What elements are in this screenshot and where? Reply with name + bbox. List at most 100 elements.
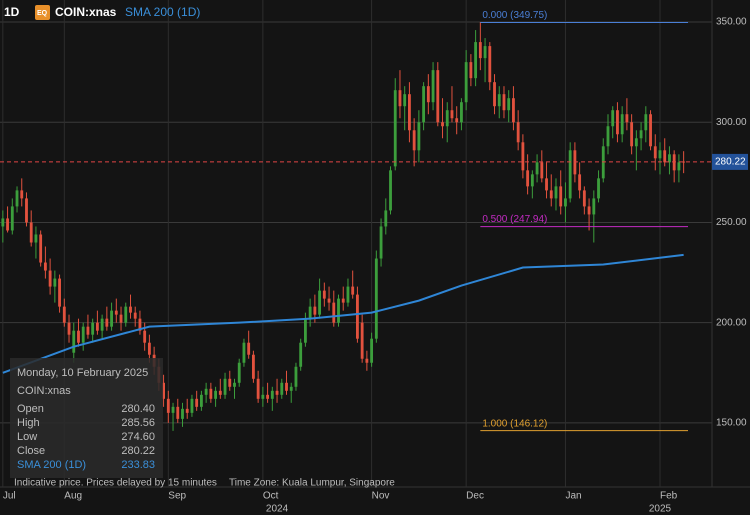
tooltip-symbol: COIN:xnas <box>17 385 71 397</box>
candle-body <box>582 190 586 207</box>
candle-body <box>195 398 199 407</box>
y-tick-label: 250.00 <box>716 217 747 228</box>
candle-body <box>512 98 515 123</box>
x-tick-label: Jul <box>3 491 16 502</box>
candle-body <box>554 186 558 199</box>
candle-body <box>303 318 307 343</box>
candle-body <box>218 390 222 395</box>
candle-body <box>209 388 213 399</box>
candle-body <box>663 150 667 163</box>
candle-body <box>143 330 147 343</box>
candle-body <box>441 122 444 127</box>
candle-body <box>199 394 203 407</box>
candle-body <box>270 390 274 399</box>
candle-body <box>639 130 643 139</box>
candle-body <box>464 62 468 103</box>
tooltip-date: Monday, 10 February 2025 <box>17 367 148 379</box>
x-tick-label: Feb <box>660 491 678 502</box>
tooltip-row-label: High <box>17 417 40 429</box>
x-tick-label: Sep <box>168 491 186 502</box>
candle-body <box>266 394 270 399</box>
candle-body <box>564 198 567 207</box>
x-tick-label: Aug <box>64 491 82 502</box>
candle-body <box>77 330 80 343</box>
candle-body <box>408 94 411 131</box>
candle-body <box>242 342 246 363</box>
interval: 1D <box>4 5 20 19</box>
candle-body <box>625 114 629 123</box>
candle-body <box>521 142 525 171</box>
x-tick-label: Nov <box>372 491 390 502</box>
candle-body <box>91 322 95 335</box>
candle-body <box>606 126 610 147</box>
candle-body <box>181 408 184 419</box>
candle-body <box>668 154 671 163</box>
candle-body <box>62 306 66 323</box>
candle-body <box>124 306 128 323</box>
candle-body <box>620 114 624 135</box>
candle-body <box>322 290 326 299</box>
candle-body <box>578 174 582 191</box>
candle-body <box>587 206 591 215</box>
last-price-label: 280.22 <box>715 157 746 168</box>
candle-body <box>280 382 284 395</box>
candle-body <box>299 342 303 367</box>
candle-body <box>176 406 180 419</box>
candle-body <box>53 278 57 287</box>
candle-body <box>474 42 478 79</box>
candle-body <box>138 318 142 331</box>
candle-body <box>95 322 99 331</box>
candle-body <box>630 122 634 147</box>
badge-bg <box>35 5 50 20</box>
tooltip-row-value: 285.56 <box>121 417 155 429</box>
candle-body <box>488 46 492 83</box>
x-tick-label: Dec <box>466 491 484 502</box>
candle-body <box>251 354 255 379</box>
candle-body <box>351 286 355 295</box>
candle-body <box>393 90 397 167</box>
candle-body <box>460 102 463 123</box>
candle-body <box>658 150 662 159</box>
candle-body <box>337 298 340 323</box>
candle-body <box>417 122 421 151</box>
year-label: 2024 <box>266 504 289 515</box>
candle-body <box>422 86 426 123</box>
candle-body <box>379 226 383 259</box>
candle-body <box>58 278 61 307</box>
candle-body <box>313 306 317 315</box>
symbol: COIN:xnas <box>55 5 117 19</box>
candle-body <box>497 94 501 107</box>
candle-body <box>507 98 511 111</box>
candle-body <box>332 302 336 323</box>
y-tick-label: 150.00 <box>716 418 747 429</box>
candle-body <box>190 398 194 413</box>
footer-timezone: Time Zone: Kuala Lumpur, Singapore <box>229 478 395 489</box>
candle-body <box>261 394 265 399</box>
candle-body <box>129 306 132 313</box>
candle-body <box>346 286 350 303</box>
candle-body <box>10 206 14 231</box>
candle-body <box>119 314 123 323</box>
candle-body <box>412 130 416 151</box>
tooltip-row-value: 274.60 <box>121 431 155 443</box>
candle-body <box>308 306 312 319</box>
candle-body <box>285 382 288 391</box>
candle-body <box>611 110 615 127</box>
candle-body <box>483 46 487 59</box>
candle-body <box>356 294 359 339</box>
x-tick-label: Oct <box>263 491 279 502</box>
candle-body <box>275 390 279 395</box>
candle-body <box>535 162 539 175</box>
tooltip-row-value: 233.83 <box>121 459 155 471</box>
candle-body <box>20 190 24 199</box>
candle-body <box>133 312 137 319</box>
candle-body <box>327 298 331 303</box>
candle-body <box>677 162 681 171</box>
candle-body <box>166 398 170 413</box>
fib-label: 0.000 (349.75) <box>482 10 547 21</box>
candle-body <box>6 218 9 231</box>
candle-body <box>403 94 407 107</box>
tooltip-row-label: Close <box>17 445 45 457</box>
